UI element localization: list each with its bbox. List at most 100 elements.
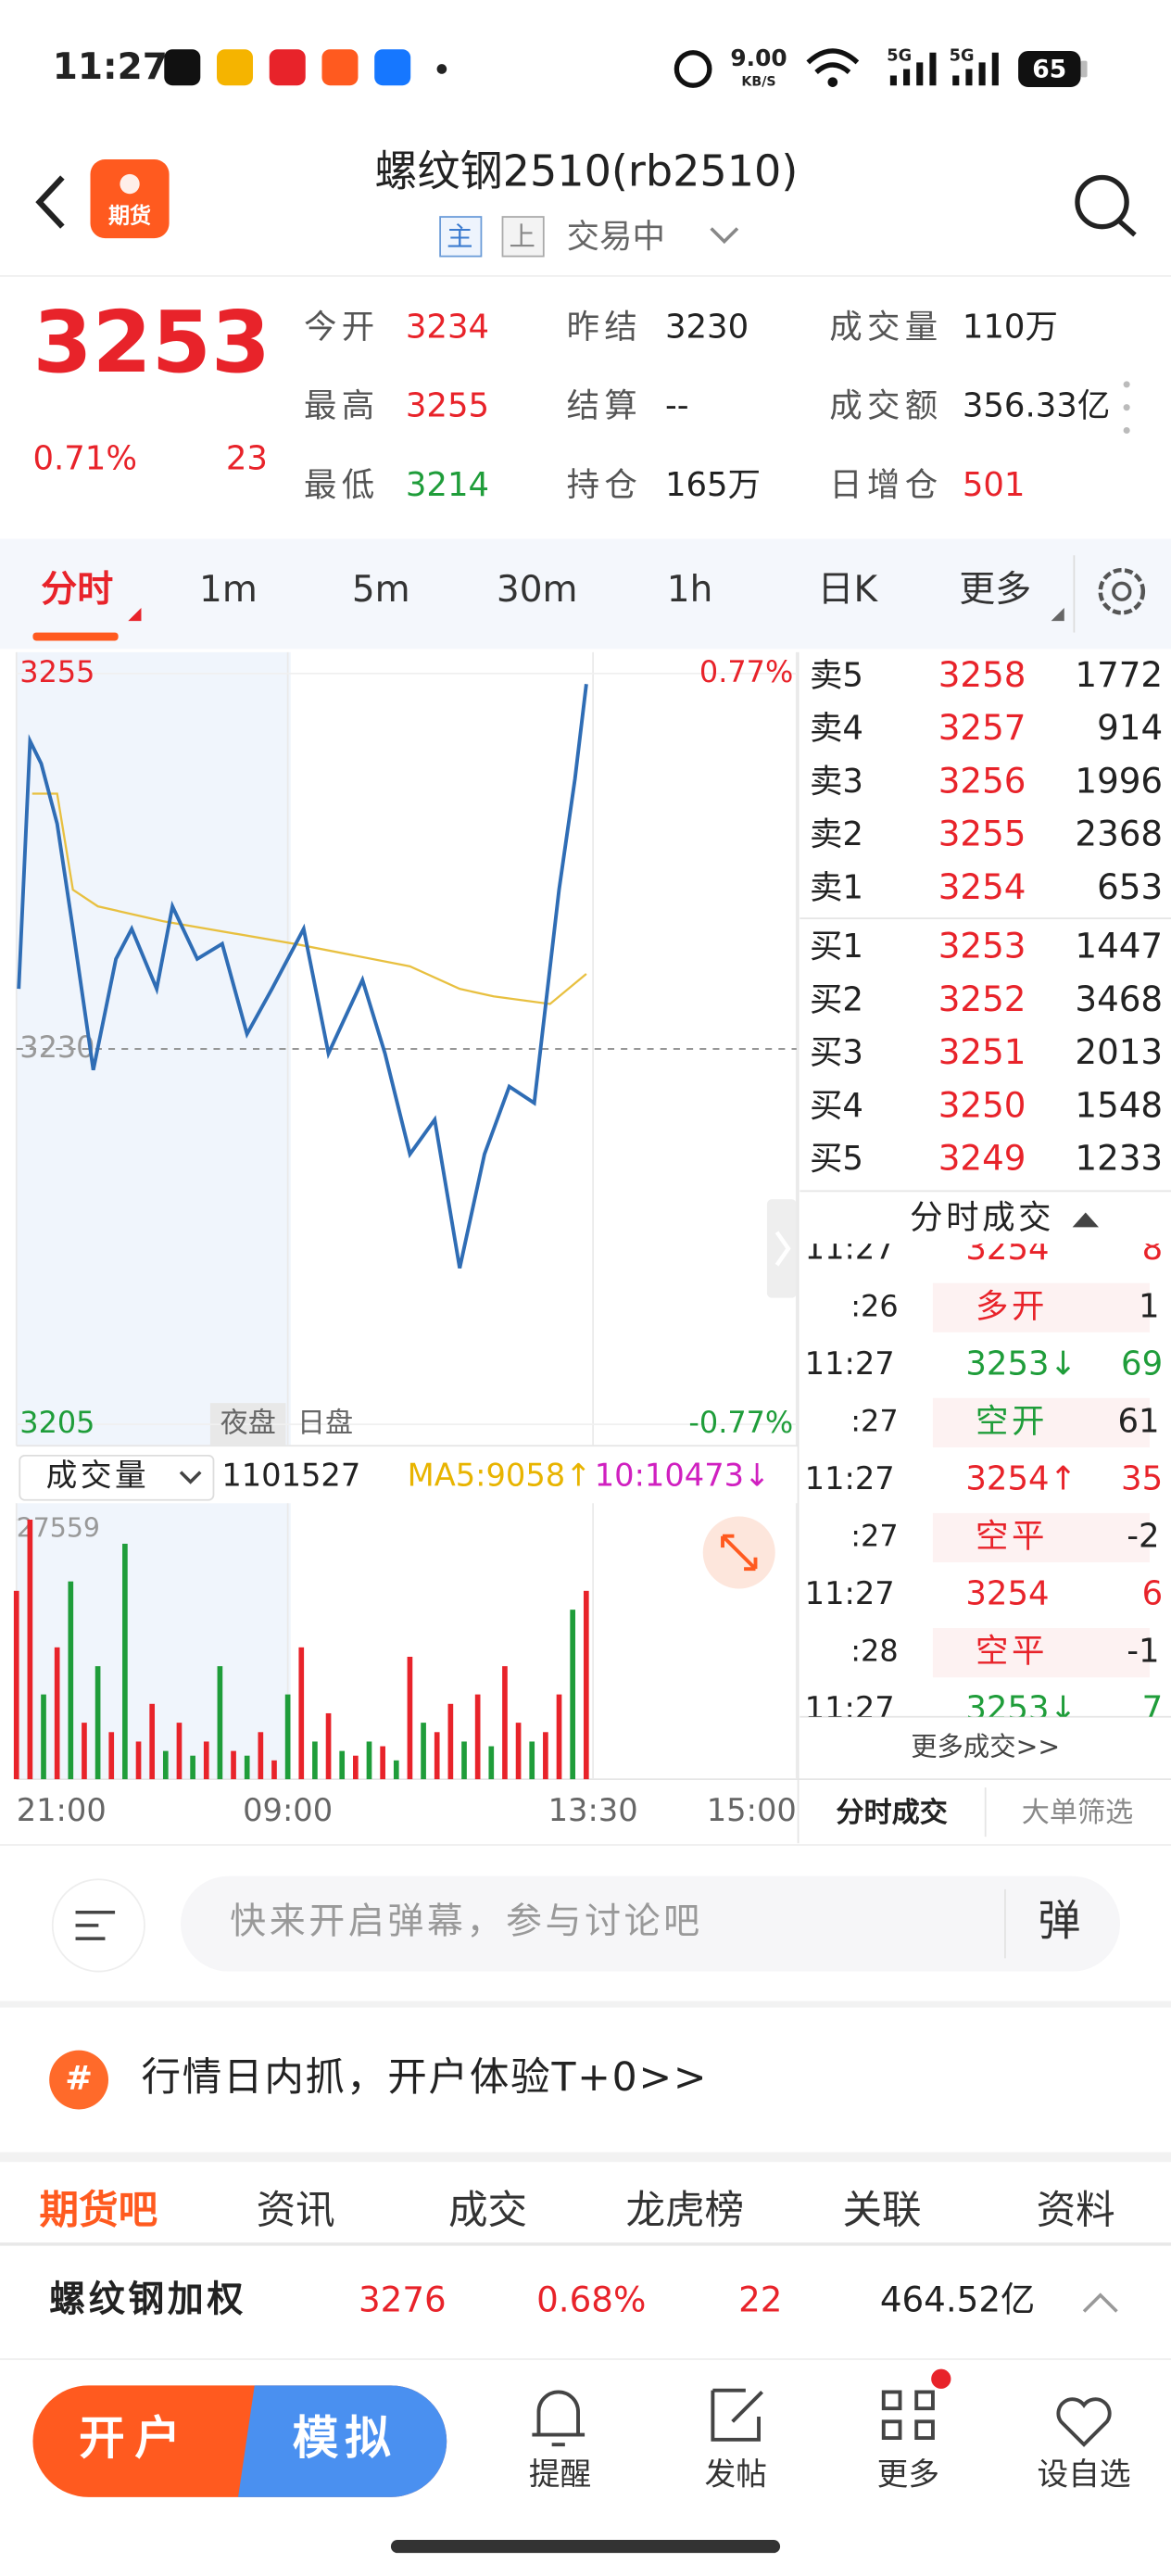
book-volume: 2013 [1075,1031,1163,1072]
section-tab[interactable]: 成交 [448,2189,527,2234]
expand-arrow[interactable] [1082,2292,1118,2313]
weighted-change-pct: 0.68% [536,2279,646,2319]
trade-time: 11:27 [805,1460,895,1496]
book-price: 3255 [938,814,1026,854]
volume-bar [339,1750,346,1780]
volume-selector-label: 成交量 [46,1457,150,1493]
trade-type-bg [932,1512,1150,1563]
dot [1123,404,1130,411]
more-icon[interactable] [881,2390,935,2441]
volume-bar [190,1755,195,1780]
open-account-label: 开户 [79,2411,191,2465]
nav-label[interactable]: 提醒 [529,2456,591,2492]
nav-label[interactable]: 发帖 [705,2456,767,2492]
book-volume: 1447 [1075,925,1163,966]
trades-tab[interactable]: 大单筛选 [1022,1797,1133,1829]
collapse-arrow[interactable] [1072,1212,1099,1228]
weighted-name: 螺纹钢加权 [49,2279,246,2320]
volume-bar [583,1590,589,1780]
field-value: 501 [963,466,1026,504]
book-price: 3252 [938,979,1026,1019]
ma10-label: 10:10473↓ [595,1457,771,1493]
chart-tab[interactable]: 分时 [41,569,113,611]
x-tick-label: 21:00 [17,1792,107,1828]
chart-tab[interactable]: 30m [497,569,578,611]
more-trades[interactable]: 更多成交>> [911,1731,1060,1762]
volume-bar [556,1694,562,1780]
post-icon[interactable] [711,2388,763,2442]
nav-label[interactable]: 设自选 [1038,2456,1131,2492]
net-speed: 9.00 [730,44,787,71]
comment-input[interactable] [181,1875,1121,1972]
chart-tab[interactable]: 1m [199,569,258,611]
trade-list: 11:27 3254 8:26 多开 1 11:27 3253↓ 69:27 空开 61 11:27… [805,1230,1164,1717]
search-button[interactable] [1075,174,1129,230]
section-tab[interactable]: 资讯 [257,2189,335,2234]
volume-bar [244,1755,250,1780]
chart-tab[interactable]: 1h [667,569,713,611]
volume-bar [529,1741,535,1780]
trade-volume: 8 [1142,1230,1164,1268]
volume-total: 1101527 [221,1457,360,1493]
expand-tab[interactable] [766,1199,797,1298]
trade-price: 3253↓ [965,1345,1077,1383]
book-price: 3257 [938,707,1026,748]
promo-icon [49,2050,109,2110]
volume-bar [407,1656,413,1780]
badge-dot [931,2368,951,2389]
volume-bar [27,1519,33,1780]
section-tab[interactable]: 资料 [1037,2189,1115,2234]
trade-volume: 69 [1121,1345,1163,1383]
volume-bar [231,1750,236,1780]
simulate-button[interactable] [238,2385,447,2497]
section-tab[interactable]: 龙虎榜 [625,2189,744,2234]
field-value: -- [665,387,689,425]
last-price: 3253 [32,292,271,392]
section-tab[interactable]: 关联 [842,2189,921,2234]
trade-type: 空平 [976,1517,1048,1555]
trade-time: 11:27 [805,1345,895,1382]
volume-bar [543,1732,548,1780]
trade-oi: 61 [1117,1402,1159,1440]
promo-text[interactable]: 行情日内抓，开户体验T+0>> [141,2055,708,2101]
book-label: 买1 [810,928,863,966]
trade-oi: 1 [1139,1287,1160,1325]
book-volume: 3468 [1075,979,1163,1019]
chart-tab[interactable]: 5m [352,569,410,611]
volume-bar [434,1732,440,1780]
volume-bar [284,1694,291,1780]
volume-selector[interactable] [19,1454,215,1501]
section-tab[interactable]: 期货吧 [40,2189,158,2234]
nav-label[interactable]: 更多 [877,2456,939,2492]
remind-icon[interactable] [532,2390,586,2447]
book-volume: 1996 [1075,760,1163,801]
trades-tab[interactable]: 分时成交 [836,1796,947,1829]
back-button[interactable] [35,175,65,229]
danmaku-button[interactable]: 弹 [1038,1896,1080,1946]
trade-time: 11:27 [805,1231,895,1267]
weighted-row[interactable] [0,2243,1171,2359]
volume-bar [271,1760,277,1780]
field-label: 结算 [567,387,643,425]
y-tick-label: 3255 [19,654,94,689]
settings-button[interactable] [1098,568,1146,615]
trade-price: 3254 [965,1575,1049,1613]
watchlist-icon[interactable] [1056,2397,1112,2447]
field-value: 3214 [406,466,489,504]
weighted-amount: 464.52亿 [880,2279,1035,2319]
volume-bar [217,1666,223,1780]
x-tick-label: 09:00 [243,1792,333,1828]
book-price: 3258 [938,654,1026,695]
x-tick-label: 15:00 [707,1792,797,1828]
book-label: 卖5 [810,656,863,694]
chart-tab[interactable]: 更多 [959,569,1031,611]
book-label: 卖1 [810,869,863,907]
dropdown-arrow[interactable] [710,227,739,245]
chart-tab[interactable]: 日K [817,569,878,611]
book-label: 买3 [810,1034,863,1072]
field-label: 最低 [304,466,380,504]
search-button [1118,220,1137,237]
volume-bar [488,1746,495,1780]
volume-bar [380,1746,385,1780]
volume-bar [461,1741,467,1780]
